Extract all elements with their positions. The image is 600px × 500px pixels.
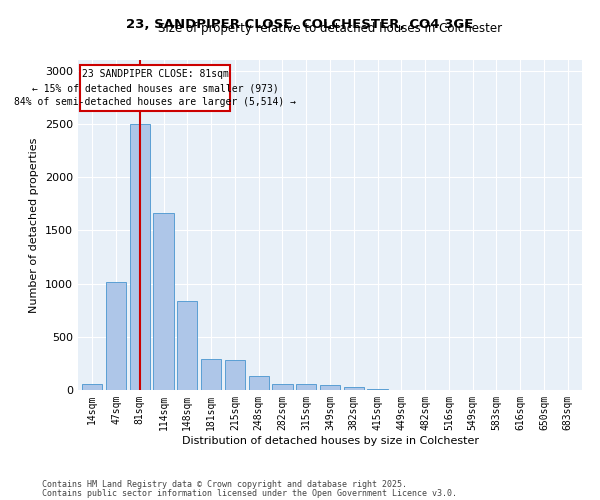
Bar — [248, 376, 269, 390]
Bar — [130, 124, 150, 390]
Bar — [201, 359, 221, 390]
FancyBboxPatch shape — [80, 66, 230, 111]
Bar — [154, 214, 173, 390]
Text: 23 SANDPIPER CLOSE: 81sqm: 23 SANDPIPER CLOSE: 81sqm — [82, 70, 229, 80]
Bar — [296, 384, 316, 390]
Bar — [272, 384, 293, 390]
X-axis label: Distribution of detached houses by size in Colchester: Distribution of detached houses by size … — [182, 436, 479, 446]
Bar — [106, 282, 126, 390]
Bar — [344, 387, 364, 390]
Bar — [320, 385, 340, 390]
Bar — [177, 300, 197, 390]
Text: ← 15% of detached houses are smaller (973): ← 15% of detached houses are smaller (97… — [32, 83, 278, 93]
Text: 84% of semi-detached houses are larger (5,514) →: 84% of semi-detached houses are larger (… — [14, 97, 296, 107]
Text: Contains public sector information licensed under the Open Government Licence v3: Contains public sector information licen… — [42, 488, 457, 498]
Bar — [82, 384, 103, 390]
Text: 23, SANDPIPER CLOSE, COLCHESTER, CO4 3GE: 23, SANDPIPER CLOSE, COLCHESTER, CO4 3GE — [127, 18, 473, 30]
Text: Contains HM Land Registry data © Crown copyright and database right 2025.: Contains HM Land Registry data © Crown c… — [42, 480, 407, 489]
Y-axis label: Number of detached properties: Number of detached properties — [29, 138, 40, 312]
Title: Size of property relative to detached houses in Colchester: Size of property relative to detached ho… — [158, 22, 502, 35]
Bar — [225, 360, 245, 390]
